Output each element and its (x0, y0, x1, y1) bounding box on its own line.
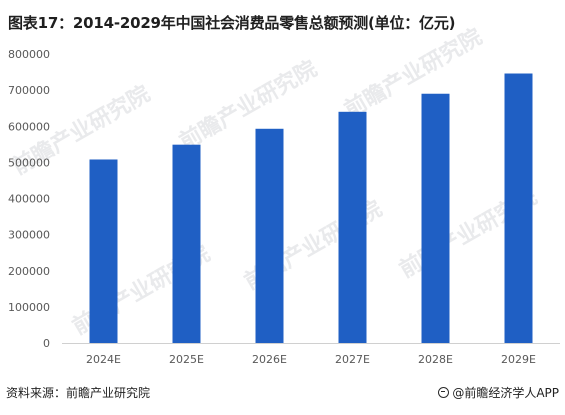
y-axis: 0 100000 200000 300000 400000 500000 600000 700… (8, 48, 50, 350)
watermark-text: 前瞻产业研究院 (340, 24, 486, 124)
y-tick-label: 0 (43, 337, 50, 350)
watermark-text: 前瞻产业研究院 (175, 56, 321, 156)
x-tick-label: 2025E (169, 353, 204, 366)
qianzhan-logo-icon (438, 387, 450, 398)
bars (89, 73, 533, 343)
y-tick-label: 100000 (8, 301, 50, 314)
y-tick-label: 700000 (8, 84, 50, 97)
bar-2026E (255, 128, 284, 343)
bar-2029E (504, 73, 533, 343)
x-tick-label: 2028E (418, 353, 453, 366)
y-tick-label: 800000 (8, 48, 50, 61)
y-tick-label: 500000 (8, 156, 50, 169)
source-note: 资料来源：前瞻产业研究院 (6, 386, 151, 400)
brand-credit: @前瞻经济学人APP (438, 384, 559, 401)
brand-label: @前瞻经济学人APP (452, 386, 559, 400)
y-tick-label: 600000 (8, 120, 50, 133)
x-tick-label: 2026E (252, 353, 287, 366)
bar-2025E (172, 144, 201, 343)
x-tick-label: 2027E (335, 353, 370, 366)
x-axis: 2024E 2025E 2026E 2027E 2028E 2029E (86, 353, 536, 366)
chart-title: 图表17：2014-2029年中国社会消费品零售总额预测(单位：亿元) (8, 14, 456, 32)
y-tick-label: 300000 (8, 229, 50, 242)
y-tick-label: 400000 (8, 193, 50, 206)
bar-2024E (89, 159, 118, 343)
bar-2027E (338, 111, 367, 343)
bar-2028E (421, 93, 450, 343)
x-tick-label: 2029E (501, 353, 536, 366)
x-tick-label: 2024E (86, 353, 121, 366)
y-tick-label: 200000 (8, 265, 50, 278)
